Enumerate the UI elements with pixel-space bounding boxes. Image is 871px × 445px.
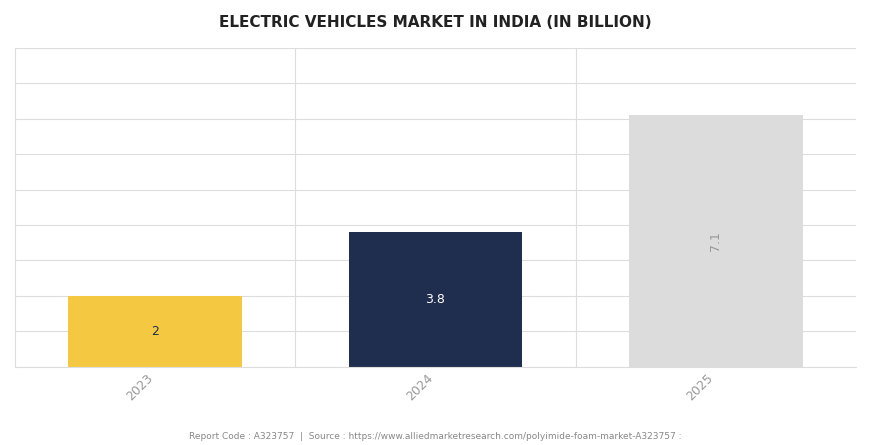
Text: Report Code : A323757  |  Source : https://www.alliedmarketresearch.com/polyimid: Report Code : A323757 | Source : https:/…	[189, 432, 682, 441]
Text: 7.1: 7.1	[709, 231, 722, 251]
Title: ELECTRIC VEHICLES MARKET IN INDIA (IN BILLION): ELECTRIC VEHICLES MARKET IN INDIA (IN BI…	[219, 15, 652, 30]
Bar	[629, 115, 803, 367]
Text: 2: 2	[152, 325, 159, 338]
Text: 3.8: 3.8	[426, 293, 445, 306]
Bar	[68, 296, 242, 367]
Bar	[348, 232, 523, 367]
